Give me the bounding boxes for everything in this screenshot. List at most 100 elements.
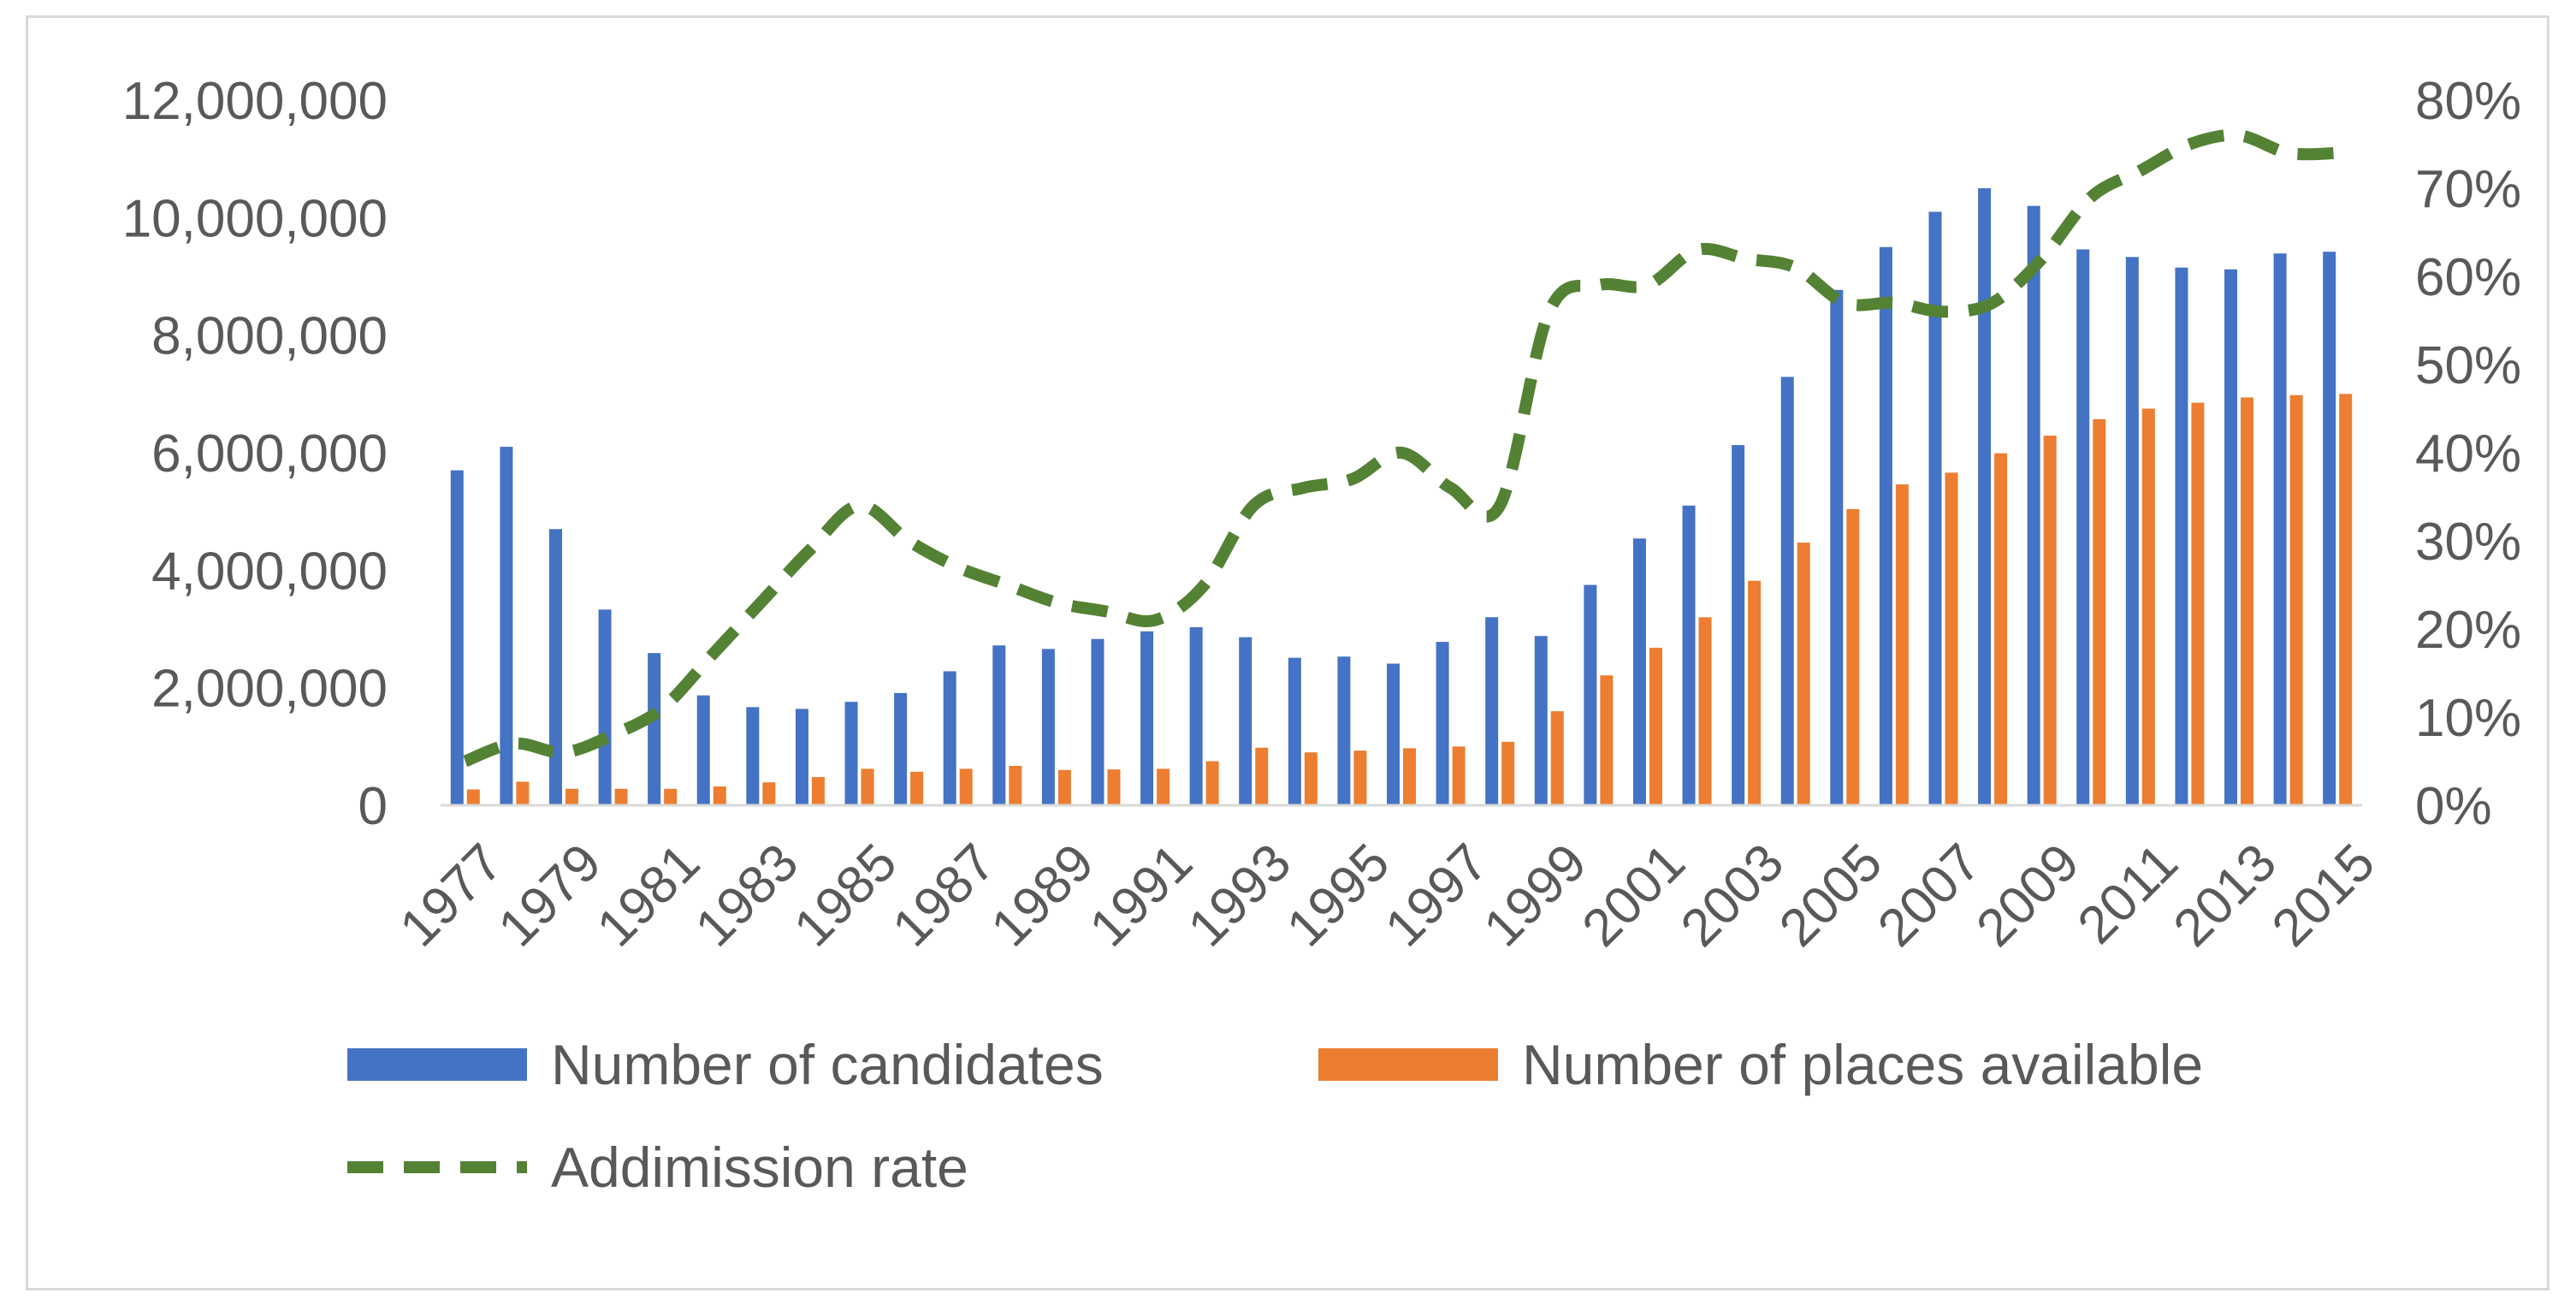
bar-places — [1945, 472, 1958, 805]
bar-candidates — [1928, 211, 1942, 805]
legend-places-swatch — [1318, 1048, 1498, 1081]
bar-places — [466, 789, 480, 805]
bar-places — [713, 786, 726, 805]
bar-candidates — [2175, 267, 2188, 805]
bar-places — [1846, 508, 1860, 805]
left-tick-label: 2,000,000 — [151, 660, 388, 719]
bar-places — [959, 768, 973, 805]
bar-places — [1600, 675, 1614, 805]
x-tick-label: 2009 — [1965, 833, 2090, 958]
bar-candidates — [1436, 642, 1449, 805]
bar-candidates — [500, 447, 513, 805]
bar-places — [1501, 741, 1515, 805]
bar-candidates — [1978, 188, 1992, 805]
bar-candidates — [1584, 584, 1597, 805]
bar-places — [1205, 761, 1219, 805]
x-tick-label: 1981 — [586, 833, 711, 958]
x-tick-label: 2007 — [1867, 833, 1992, 958]
right-tick-label: 50% — [2415, 336, 2521, 395]
bar-places — [2093, 418, 2106, 805]
legend-places: Number of places available — [1318, 1032, 2203, 1097]
bar-candidates — [1682, 505, 1696, 805]
left-tick-label: 4,000,000 — [151, 542, 388, 601]
bar-places — [1698, 617, 1712, 805]
bar-candidates — [1732, 445, 1745, 805]
bar-places — [1452, 746, 1466, 805]
bar-candidates — [1632, 538, 1646, 805]
bar-places — [1797, 543, 1810, 805]
bar-candidates — [1041, 649, 1055, 805]
right-tick-label: 60% — [2415, 248, 2521, 307]
bar-candidates — [2027, 205, 2040, 806]
x-tick-label: 1989 — [980, 833, 1105, 958]
legend-rate-dash — [347, 1161, 527, 1173]
bar-candidates — [2323, 252, 2336, 805]
right-tick-label: 40% — [2415, 424, 2521, 483]
bar-places — [2241, 397, 2254, 805]
bar-places — [1748, 580, 1762, 805]
bar-candidates — [2273, 253, 2287, 806]
admission-rate-line — [463, 128, 2338, 768]
bar-places — [1353, 750, 1367, 805]
right-tick-label: 30% — [2415, 513, 2521, 572]
bar-candidates — [2076, 249, 2090, 805]
bar-places — [2191, 402, 2205, 805]
legend-rate-label: Addimission rate — [551, 1136, 968, 1199]
bar-candidates — [746, 707, 760, 805]
x-tick-label: 2003 — [1670, 833, 1795, 958]
legend-candidates: Number of candidates — [347, 1032, 1104, 1097]
bar-places — [664, 788, 678, 805]
x-tick-label: 1977 — [388, 833, 513, 958]
legend-rate: Addimission rate — [347, 1135, 968, 1200]
right-tick-label: 10% — [2415, 689, 2521, 748]
left-tick-label: 10,000,000 — [122, 189, 388, 248]
bar-places — [1550, 711, 1564, 805]
bar-candidates — [943, 671, 956, 805]
bar-candidates — [1288, 657, 1301, 805]
x-tick-label: 1983 — [684, 833, 809, 958]
bar-places — [1157, 768, 1170, 805]
bar-candidates — [2125, 257, 2139, 806]
x-tick-label: 1985 — [783, 833, 908, 958]
legend-candidates-swatch — [347, 1048, 527, 1081]
bar-places — [811, 777, 825, 805]
bar-places — [2289, 394, 2303, 805]
right-tick-label: 70% — [2415, 160, 2521, 219]
bar-candidates — [795, 709, 808, 805]
x-tick-label: 1979 — [488, 833, 613, 958]
bar-places — [910, 771, 924, 805]
bar-places — [2339, 394, 2353, 805]
bar-series — [450, 188, 2353, 806]
x-tick-label: 2005 — [1768, 833, 1893, 958]
x-tick-label: 2015 — [2261, 833, 2386, 958]
bar-candidates — [1091, 638, 1104, 805]
bar-candidates — [1780, 377, 1794, 805]
bar-places — [1057, 769, 1071, 805]
bar-places — [861, 768, 874, 805]
bar-places — [565, 788, 578, 805]
bar-candidates — [648, 653, 661, 805]
bar-places — [762, 782, 776, 805]
x-axis-ticks: 1977197919811983198519871989199119931995… — [388, 833, 2386, 958]
bar-candidates — [1879, 246, 1892, 806]
legend-candidates-label: Number of candidates — [551, 1033, 1104, 1096]
bar-places — [614, 788, 628, 805]
legend-places-label: Number of places available — [1522, 1033, 2204, 1096]
bar-candidates — [1337, 656, 1351, 805]
bar-candidates — [1534, 636, 1548, 805]
right-tick-label: 20% — [2415, 601, 2521, 660]
bar-candidates — [1387, 663, 1400, 805]
bar-candidates — [548, 529, 562, 805]
bar-places — [1255, 747, 1269, 805]
bar-places — [516, 781, 530, 805]
left-tick-label: 0 — [358, 777, 388, 836]
left-tick-label: 6,000,000 — [151, 424, 388, 483]
chart-svg: 0 2,000,000 4,000,000 6,000,000 8,000,000 10,… — [122, 72, 2521, 958]
right-tick-label: 0% — [2415, 777, 2492, 836]
bar-candidates — [894, 692, 908, 805]
bar-places — [1895, 484, 1909, 805]
x-tick-label: 2013 — [2163, 833, 2288, 958]
bar-places — [1009, 765, 1022, 805]
x-tick-label: 1993 — [1177, 833, 1302, 958]
bar-candidates — [696, 695, 710, 805]
